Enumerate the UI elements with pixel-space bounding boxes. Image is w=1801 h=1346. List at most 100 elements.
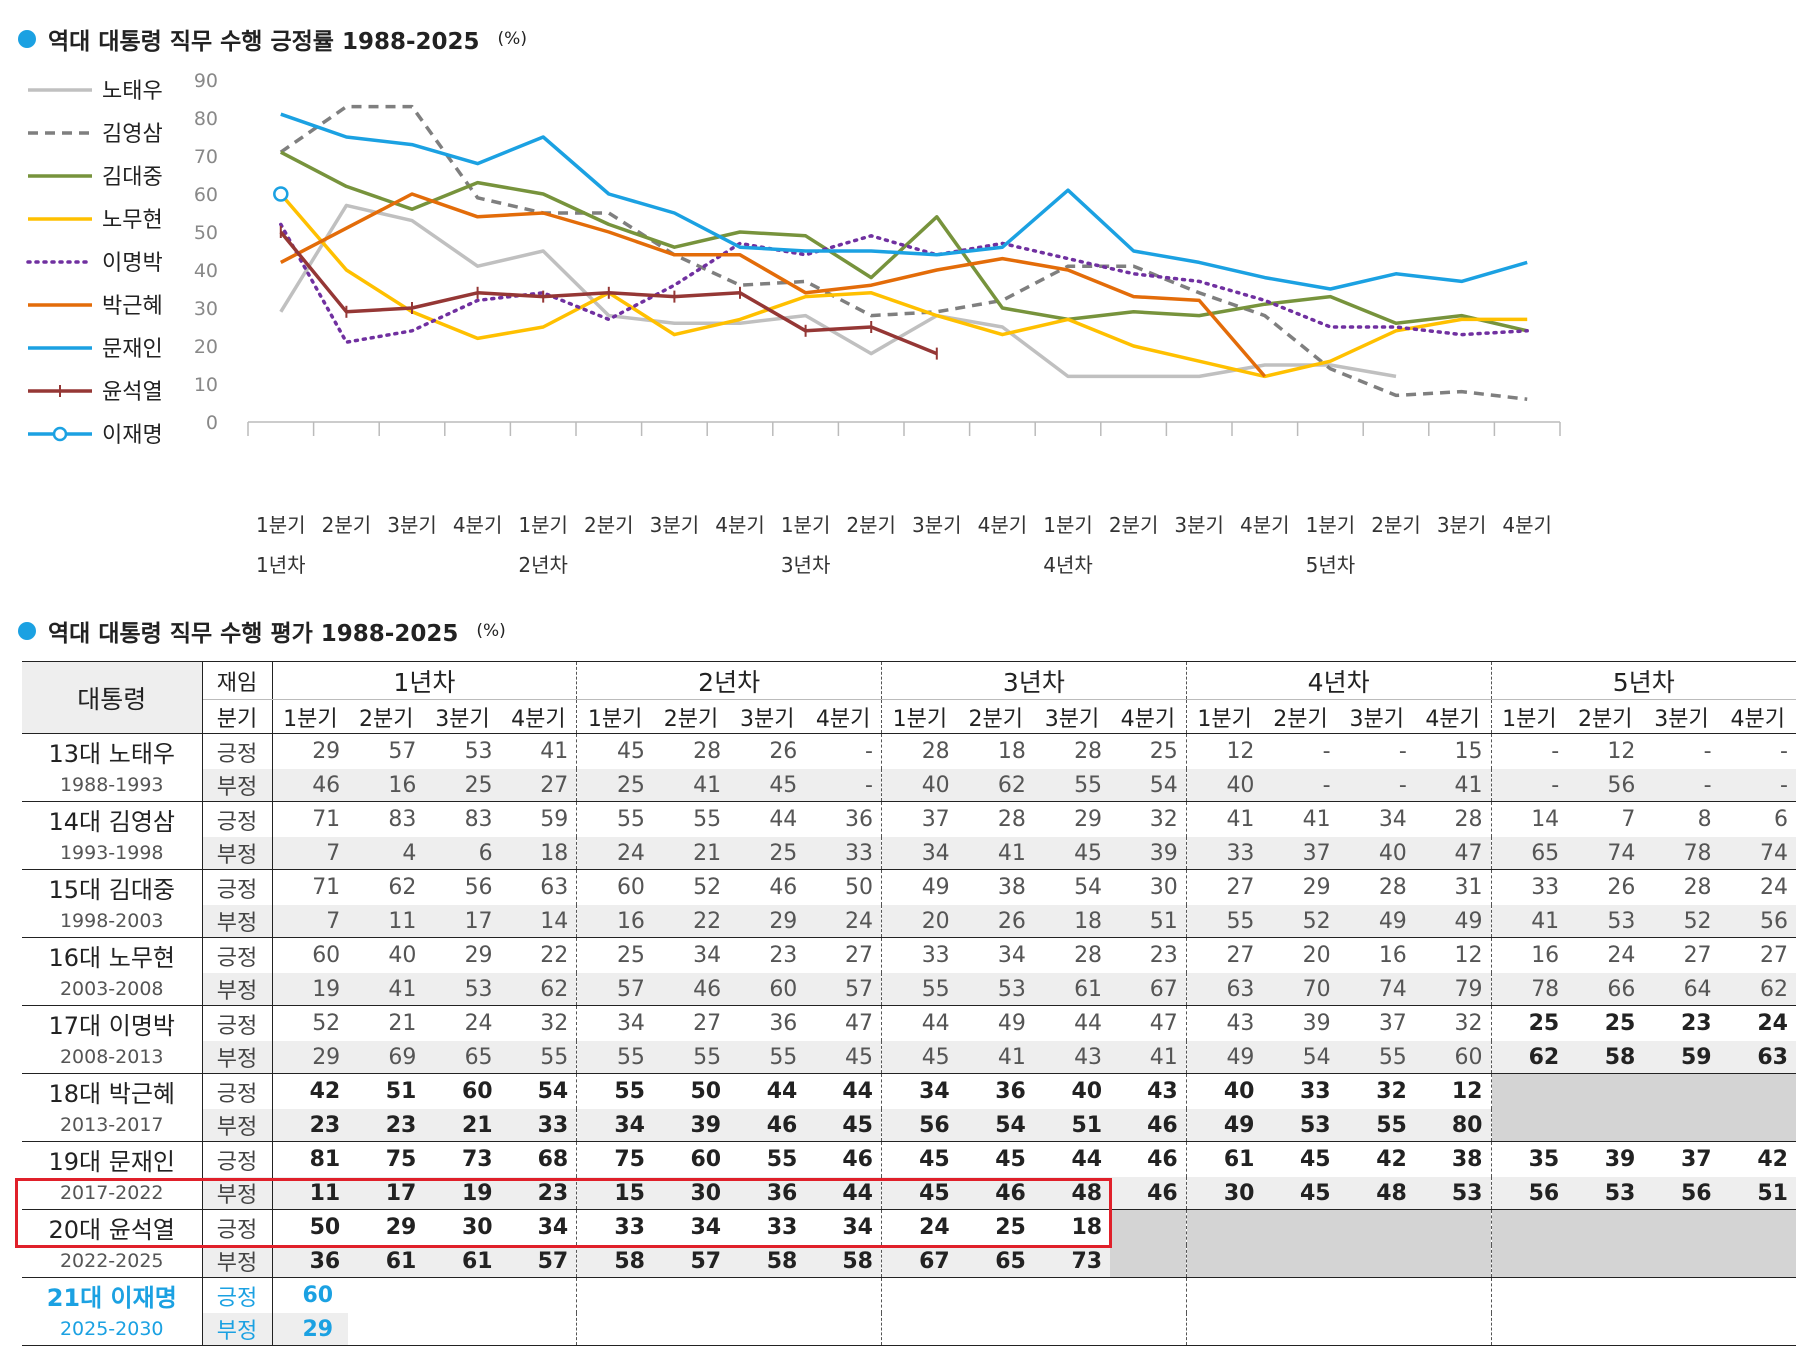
x-tick-label: 2분기 bbox=[1109, 513, 1159, 537]
value-cell bbox=[1110, 1278, 1186, 1314]
value-cell: 46 bbox=[729, 870, 805, 906]
value-cell: 47 bbox=[1110, 1006, 1186, 1042]
value-cell: 55 bbox=[1339, 1109, 1415, 1142]
value-cell: 28 bbox=[1034, 938, 1110, 974]
value-cell bbox=[424, 1278, 500, 1314]
value-cell: 37 bbox=[1339, 1006, 1415, 1042]
value-cell: 48 bbox=[1339, 1177, 1415, 1210]
value-cell: 28 bbox=[1034, 734, 1110, 770]
value-cell: 23 bbox=[272, 1109, 348, 1142]
value-cell: 46 bbox=[653, 973, 729, 1006]
value-cell: 41 bbox=[1491, 905, 1567, 938]
value-cell: 24 bbox=[577, 837, 653, 870]
value-cell: 28 bbox=[882, 734, 958, 770]
value-cell: 65 bbox=[958, 1245, 1034, 1278]
president-years: 1988-1993 bbox=[22, 769, 202, 802]
value-cell: 23 bbox=[501, 1177, 577, 1210]
negative-label: 부정 bbox=[202, 1177, 272, 1210]
value-cell bbox=[1567, 1245, 1643, 1278]
value-cell: 48 bbox=[1034, 1177, 1110, 1210]
header-quarter-cell: 3분기 bbox=[1339, 700, 1415, 734]
value-cell: 12 bbox=[1567, 734, 1643, 770]
value-cell: 40 bbox=[1186, 1074, 1262, 1110]
president-years: 2022-2025 bbox=[22, 1245, 202, 1278]
value-cell: 65 bbox=[424, 1041, 500, 1074]
value-cell: 34 bbox=[882, 837, 958, 870]
x-year-label: 2년차 bbox=[518, 553, 568, 577]
value-cell: 55 bbox=[577, 1041, 653, 1074]
value-cell: 57 bbox=[577, 973, 653, 1006]
value-cell: 62 bbox=[1720, 973, 1796, 1006]
value-cell: 18 bbox=[1034, 1210, 1110, 1246]
value-cell: 29 bbox=[272, 1041, 348, 1074]
value-cell: 73 bbox=[1034, 1245, 1110, 1278]
value-cell bbox=[1491, 1074, 1567, 1110]
value-cell: 41 bbox=[653, 769, 729, 802]
value-cell: 52 bbox=[653, 870, 729, 906]
series-line-6 bbox=[281, 114, 1527, 289]
value-cell bbox=[1643, 1109, 1719, 1142]
value-cell: 49 bbox=[958, 1006, 1034, 1042]
value-cell: 18 bbox=[1034, 905, 1110, 938]
x-tick-label: 1분기 bbox=[781, 513, 831, 537]
legend-marker bbox=[54, 428, 66, 440]
value-cell: 58 bbox=[577, 1245, 653, 1278]
value-cell: 43 bbox=[1110, 1074, 1186, 1110]
value-cell: 27 bbox=[501, 769, 577, 802]
value-cell: 44 bbox=[729, 802, 805, 838]
value-cell: 56 bbox=[1720, 905, 1796, 938]
value-cell: 30 bbox=[424, 1210, 500, 1246]
y-tick-label: 30 bbox=[194, 298, 218, 320]
x-tick-label: 1분기 bbox=[256, 513, 306, 537]
president-years: 2017-2022 bbox=[22, 1177, 202, 1210]
value-cell: 46 bbox=[272, 769, 348, 802]
positive-label: 긍정 bbox=[202, 1074, 272, 1110]
value-cell: 52 bbox=[1643, 905, 1719, 938]
value-cell bbox=[1643, 1278, 1719, 1314]
president-years: 2013-2017 bbox=[22, 1109, 202, 1142]
value-cell bbox=[1415, 1245, 1491, 1278]
value-cell: 61 bbox=[1034, 973, 1110, 1006]
header-quarter-cell: 4분기 bbox=[1110, 700, 1186, 734]
negative-label: 부정 bbox=[202, 1245, 272, 1278]
value-cell: 46 bbox=[958, 1177, 1034, 1210]
value-cell: 29 bbox=[1262, 870, 1338, 906]
value-cell: 81 bbox=[272, 1142, 348, 1178]
value-cell: 46 bbox=[805, 1142, 881, 1178]
x-tick-label: 2분기 bbox=[1371, 513, 1421, 537]
value-cell: 12 bbox=[1415, 938, 1491, 974]
value-cell bbox=[1567, 1210, 1643, 1246]
x-year-label: 4년차 bbox=[1043, 553, 1093, 577]
value-cell: 32 bbox=[501, 1006, 577, 1042]
value-cell: 41 bbox=[958, 1041, 1034, 1074]
value-cell bbox=[1567, 1109, 1643, 1142]
value-cell: 24 bbox=[424, 1006, 500, 1042]
value-cell: 62 bbox=[348, 870, 424, 906]
value-cell: 41 bbox=[1186, 802, 1262, 838]
positive-label: 긍정 bbox=[202, 938, 272, 974]
value-cell: 44 bbox=[805, 1177, 881, 1210]
value-cell: 29 bbox=[729, 905, 805, 938]
value-cell: 47 bbox=[805, 1006, 881, 1042]
header-quarter-cell: 1분기 bbox=[882, 700, 958, 734]
value-cell: - bbox=[805, 769, 881, 802]
x-tick-label: 1분기 bbox=[1043, 513, 1093, 537]
value-cell bbox=[1186, 1245, 1262, 1278]
x-tick-label: 1분기 bbox=[518, 513, 568, 537]
header-quarter-cell: 4분기 bbox=[1415, 700, 1491, 734]
value-cell: 66 bbox=[1567, 973, 1643, 1006]
value-cell bbox=[1643, 1245, 1719, 1278]
value-cell bbox=[805, 1278, 881, 1314]
value-cell: 29 bbox=[424, 938, 500, 974]
value-cell: 47 bbox=[1415, 837, 1491, 870]
president-years: 1998-2003 bbox=[22, 905, 202, 938]
negative-label: 부정 bbox=[202, 837, 272, 870]
value-cell: 39 bbox=[1567, 1142, 1643, 1178]
value-cell: 24 bbox=[1720, 1006, 1796, 1042]
value-cell: 49 bbox=[1186, 1109, 1262, 1142]
header-quarter-cell: 3분기 bbox=[1643, 700, 1719, 734]
value-cell: 27 bbox=[653, 1006, 729, 1042]
value-cell: 33 bbox=[1186, 837, 1262, 870]
value-cell: - bbox=[805, 734, 881, 770]
